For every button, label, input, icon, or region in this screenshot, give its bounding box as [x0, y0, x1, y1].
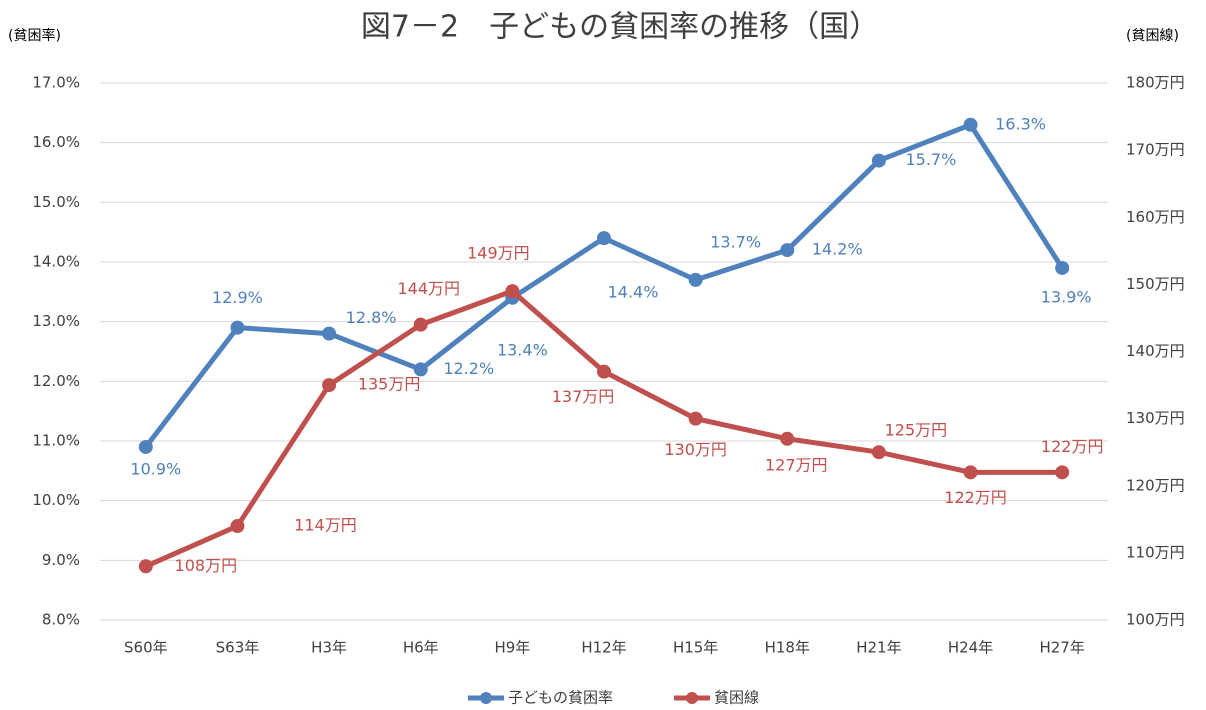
y2-axis-label: (貧困線)	[1126, 28, 1179, 44]
point	[505, 284, 520, 299]
point	[597, 231, 611, 246]
point	[688, 411, 703, 426]
data-label: 13.7%	[710, 232, 761, 251]
y2-tick-label: 140万円	[1126, 342, 1185, 360]
x-tick-label: H27年	[1039, 639, 1084, 657]
point	[413, 362, 428, 377]
chart-title: 図7－2 子どもの貧困率の推移（国）	[361, 10, 879, 45]
y-tick-label: 16.0%	[32, 133, 80, 151]
data-label: 114万円	[294, 516, 357, 535]
data-label: 149万円	[467, 244, 530, 263]
point	[780, 243, 795, 258]
data-label: 13.4%	[497, 340, 548, 359]
point	[597, 364, 611, 379]
data-label: 108万円	[175, 556, 238, 575]
data-label: 122万円	[1041, 437, 1104, 456]
data-label: 12.8%	[346, 308, 397, 327]
point	[871, 445, 886, 460]
y-tick-label: 10.0%	[32, 491, 80, 509]
y-tick-label: 17.0%	[32, 74, 80, 92]
y2-tick-label: 100万円	[1126, 611, 1185, 629]
point	[230, 320, 245, 335]
data-label: 122万円	[944, 488, 1007, 507]
data-label: 144万円	[397, 279, 460, 298]
data-label: 13.9%	[1041, 287, 1092, 306]
y2-tick-label: 120万円	[1126, 476, 1185, 494]
data-label: 14.4%	[608, 283, 659, 302]
point	[688, 272, 703, 287]
point	[322, 378, 337, 393]
x-tick-label: H6年	[403, 639, 439, 657]
y-tick-label: 9.0%	[42, 551, 80, 569]
data-label: 15.7%	[905, 150, 956, 169]
y-tick-label: 11.0%	[32, 432, 80, 450]
y-tick-label: 14.0%	[32, 253, 80, 271]
y-tick-label: 15.0%	[32, 193, 80, 211]
point	[780, 431, 795, 446]
y-tick-label: 13.0%	[32, 312, 80, 330]
y-tick-label: 12.0%	[32, 372, 80, 390]
legend-label: 子どもの貧困率	[508, 689, 613, 707]
point	[138, 559, 153, 574]
x-tick-label: H21年	[856, 639, 901, 657]
point	[230, 519, 245, 534]
x-tick-label: S60年	[124, 639, 168, 657]
data-label: 10.9%	[130, 459, 181, 478]
legend-marker	[686, 692, 698, 704]
x-tick-label: H15年	[673, 639, 718, 657]
point	[1055, 260, 1070, 275]
x-tick-label: H18年	[765, 639, 810, 657]
point	[1055, 465, 1070, 480]
point	[963, 117, 978, 132]
y2-tick-label: 130万円	[1126, 409, 1185, 427]
data-label: 130万円	[664, 440, 727, 459]
legend-marker	[480, 692, 492, 704]
x-tick-label: S63年	[216, 639, 260, 657]
point	[963, 465, 978, 480]
data-label: 135万円	[358, 375, 421, 394]
point	[871, 153, 886, 168]
y2-tick-label: 150万円	[1126, 275, 1185, 293]
x-tick-label: H9年	[494, 639, 530, 657]
y-tick-label: 8.0%	[42, 611, 80, 629]
legend-label: 貧困線	[714, 689, 759, 707]
data-label: 12.9%	[212, 288, 263, 307]
y2-tick-label: 180万円	[1126, 74, 1185, 92]
data-label: 137万円	[552, 387, 615, 406]
y2-tick-label: 170万円	[1126, 141, 1185, 159]
y-axis-label: (貧困率)	[8, 27, 61, 44]
point	[413, 317, 428, 332]
data-label: 125万円	[885, 421, 948, 440]
y2-tick-label: 160万円	[1126, 208, 1185, 226]
data-label: 127万円	[765, 455, 828, 474]
x-tick-label: H12年	[581, 639, 626, 657]
x-tick-label: H3年	[311, 639, 347, 657]
point	[322, 326, 337, 341]
data-label: 14.2%	[812, 240, 863, 259]
y2-tick-label: 110万円	[1126, 543, 1185, 561]
x-tick-label: H24年	[948, 639, 993, 657]
point	[138, 439, 153, 454]
data-label: 12.2%	[443, 359, 494, 378]
data-label: 16.3%	[995, 114, 1046, 133]
